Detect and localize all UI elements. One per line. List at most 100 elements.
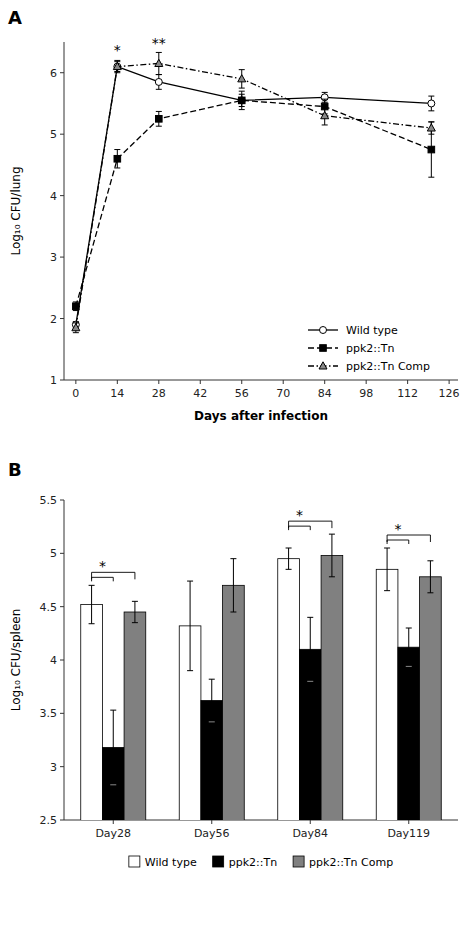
error-cap bbox=[239, 91, 245, 92]
error-bar bbox=[428, 122, 434, 134]
legend-label: ppk2::Tn bbox=[229, 856, 277, 869]
legend: Wild typeppk2::Tnppk2::Tn Comp bbox=[308, 324, 430, 373]
x-tick-label: Day56 bbox=[194, 827, 230, 840]
legend-marker bbox=[320, 345, 327, 352]
y-tick bbox=[60, 72, 64, 73]
x-tick bbox=[117, 380, 118, 384]
error-bar bbox=[239, 91, 245, 109]
point bbox=[114, 155, 121, 162]
error-cap bbox=[156, 89, 162, 90]
x-tick-label: 84 bbox=[318, 387, 332, 400]
error-cap bbox=[73, 301, 79, 302]
panel-title: A bbox=[8, 7, 22, 28]
x-tick-label: Day28 bbox=[95, 827, 131, 840]
y-tick bbox=[60, 380, 64, 381]
y-tick bbox=[60, 820, 64, 821]
y-tick bbox=[60, 766, 64, 767]
point bbox=[428, 100, 435, 107]
error-bar bbox=[114, 150, 120, 168]
x-tick bbox=[158, 380, 159, 384]
error-bar bbox=[384, 548, 390, 591]
point bbox=[427, 124, 435, 131]
error-stem bbox=[408, 628, 409, 666]
y-tick-label: 3 bbox=[50, 761, 57, 774]
error-cap bbox=[187, 670, 193, 671]
error-bar bbox=[307, 617, 313, 681]
error-bar bbox=[239, 70, 245, 88]
bar bbox=[398, 647, 420, 820]
panel-title: B bbox=[8, 459, 22, 480]
y-tick-label: 5 bbox=[50, 547, 57, 560]
error-cap bbox=[239, 109, 245, 110]
error-cap bbox=[110, 784, 116, 785]
x-tick-label: 126 bbox=[439, 387, 460, 400]
error-bar bbox=[89, 585, 95, 623]
series-line bbox=[76, 67, 431, 325]
y-tick-label: 6 bbox=[50, 67, 57, 80]
x-tick bbox=[75, 380, 76, 384]
figure: A123456014284256708498112126Days after i… bbox=[0, 0, 474, 946]
error-bar bbox=[209, 679, 215, 722]
y-tick bbox=[60, 318, 64, 319]
error-cap bbox=[307, 681, 313, 682]
error-cap bbox=[209, 679, 215, 680]
error-cap bbox=[239, 69, 245, 70]
y-axis-label: Log₁₀ CFU/lung bbox=[9, 166, 23, 255]
significance-bracket bbox=[92, 577, 114, 581]
y-tick bbox=[60, 606, 64, 607]
error-cap bbox=[114, 149, 120, 150]
error-bar bbox=[230, 559, 236, 612]
error-cap bbox=[89, 585, 95, 586]
error-cap bbox=[428, 96, 434, 97]
significance-star: * bbox=[99, 558, 106, 574]
point bbox=[72, 324, 80, 331]
point bbox=[428, 146, 435, 153]
error-cap bbox=[209, 721, 215, 722]
x-tick bbox=[283, 380, 284, 384]
x-tick-label: 28 bbox=[152, 387, 166, 400]
error-stem bbox=[91, 585, 92, 623]
error-cap bbox=[156, 111, 162, 112]
error-cap bbox=[286, 569, 292, 570]
point bbox=[155, 78, 162, 85]
error-cap bbox=[286, 548, 292, 549]
point bbox=[238, 97, 245, 104]
error-cap bbox=[406, 628, 412, 629]
x-tick-label: 42 bbox=[193, 387, 207, 400]
legend-label: Wild type bbox=[145, 856, 197, 869]
error-cap bbox=[428, 121, 434, 122]
legend-label: ppk2::Tn Comp bbox=[346, 360, 430, 373]
y-tick bbox=[60, 195, 64, 196]
y-tick bbox=[60, 660, 64, 661]
error-stem bbox=[387, 548, 388, 591]
error-cap bbox=[322, 124, 328, 125]
y-tick-label: 4.5 bbox=[40, 601, 58, 614]
error-stem bbox=[331, 534, 332, 577]
error-stem bbox=[134, 601, 135, 622]
x-tick-label: Day119 bbox=[387, 827, 430, 840]
legend-label: ppk2::Tn bbox=[346, 342, 394, 355]
error-cap bbox=[89, 623, 95, 624]
x-tick-label: 14 bbox=[110, 387, 124, 400]
y-tick-label: 5.5 bbox=[40, 494, 58, 507]
x-tick-label: 98 bbox=[359, 387, 373, 400]
x-tick-label: 70 bbox=[276, 387, 290, 400]
legend: Wild typeppk2::Tnppk2::Tn Comp bbox=[129, 856, 393, 869]
y-axis-label: Log₁₀ CFU/spleen bbox=[9, 609, 23, 712]
error-bar bbox=[73, 323, 79, 333]
y-tick bbox=[60, 713, 64, 714]
error-cap bbox=[239, 88, 245, 89]
error-bar bbox=[406, 628, 412, 666]
x-tick bbox=[366, 380, 367, 384]
legend-swatch bbox=[213, 856, 224, 867]
y-tick-label: 2 bbox=[50, 313, 57, 326]
x-tick bbox=[241, 380, 242, 384]
error-cap bbox=[329, 576, 335, 577]
error-cap bbox=[156, 52, 162, 53]
error-cap bbox=[322, 92, 328, 93]
error-cap bbox=[110, 710, 116, 711]
error-stem bbox=[288, 548, 289, 569]
legend-swatch bbox=[129, 856, 140, 867]
x-axis bbox=[64, 380, 458, 381]
point bbox=[114, 63, 121, 70]
